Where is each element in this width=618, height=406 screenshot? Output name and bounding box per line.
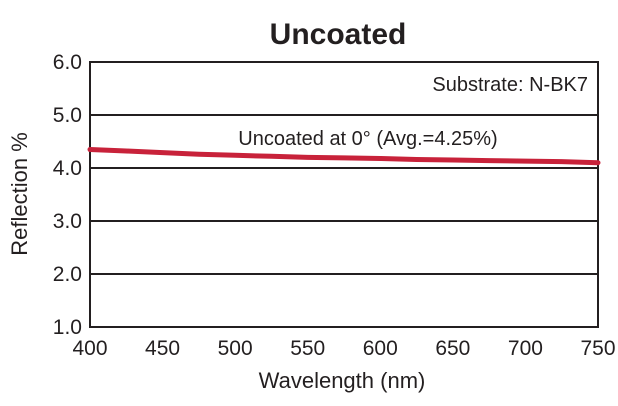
x-tick-label: 400 [72,337,107,360]
chart-title: Uncoated [270,18,407,51]
y-tick-label: 2.0 [53,263,82,286]
x-tick-label: 450 [145,337,180,360]
y-tick-label: 3.0 [53,210,82,233]
y-tick-label: 5.0 [53,104,82,127]
y-tick-label: 1.0 [53,316,82,339]
x-axis-label: Wavelength (nm) [259,368,426,393]
y-tick-labels: 1.0 2.0 3.0 4.0 5.0 6.0 [53,51,82,339]
y-axis-label: Reflection % [7,132,32,256]
y-tick-label: 6.0 [53,51,82,74]
x-tick-labels: 400 450 500 550 600 650 700 750 [72,337,615,360]
x-tick-label: 750 [580,337,615,360]
series-layer [87,147,601,166]
x-tick-label: 700 [508,337,543,360]
y-tick-label: 4.0 [53,157,82,180]
substrate-annotation: Substrate: N-BK7 [432,74,588,96]
plot-frame [89,61,599,328]
curve-annotation: Uncoated at 0° (Avg.=4.25%) [238,128,497,150]
x-tick-label: 600 [363,337,398,360]
series-line-0 [87,147,601,166]
x-tick-label: 550 [290,337,325,360]
x-tick-label: 650 [435,337,470,360]
x-tick-label: 500 [218,337,253,360]
grid-lines [90,114,598,275]
